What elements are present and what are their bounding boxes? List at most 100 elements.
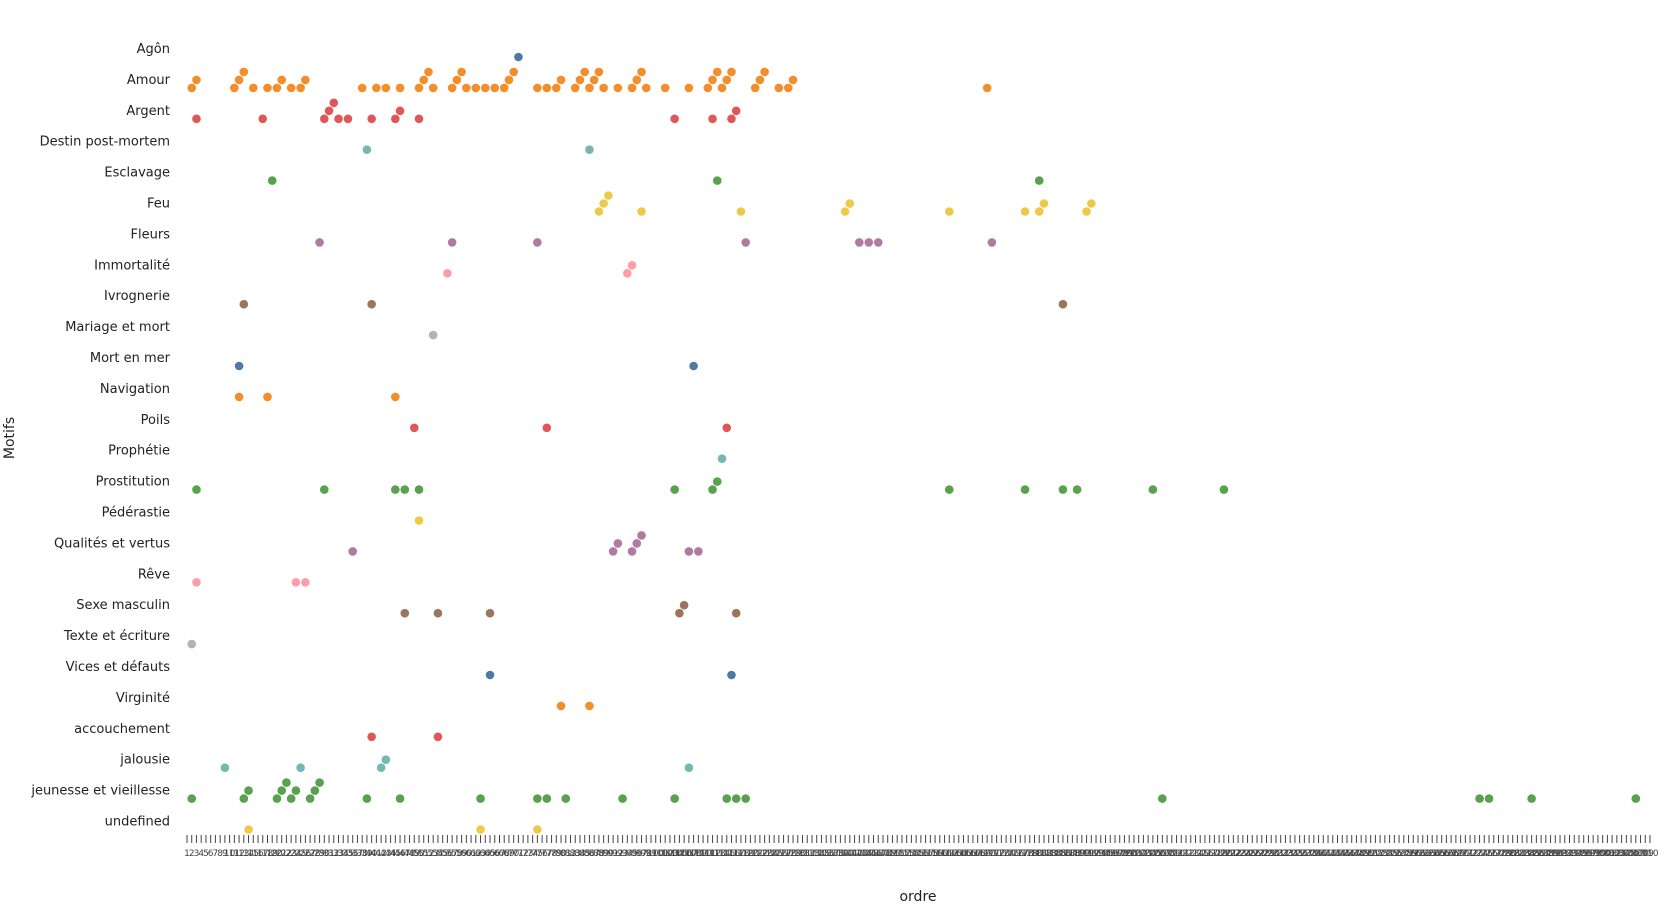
- x-tick-label: 226: [1244, 849, 1261, 859]
- x-tick-label: 209: [1163, 849, 1180, 859]
- x-tick-label: 115: [718, 849, 735, 859]
- x-tick-label: 165: [955, 849, 972, 859]
- x-tick-label: 152: [893, 849, 910, 859]
- data-point: [277, 786, 286, 795]
- x-tick-label: 20: [271, 849, 283, 859]
- category-label: Virginité: [116, 691, 170, 706]
- x-tick-label: 83: [570, 849, 581, 859]
- x-tick-label: 155: [908, 849, 925, 859]
- x-tick-label: 229: [1258, 849, 1275, 859]
- x-tick-label: 104: [666, 849, 683, 859]
- x-tick-label: 246: [1338, 849, 1355, 859]
- x-tick-label: 13: [238, 849, 249, 859]
- data-point: [443, 269, 452, 278]
- data-point: [722, 794, 732, 803]
- data-point: [783, 83, 793, 93]
- data-point: [618, 794, 627, 803]
- x-tick-label: 12: [233, 849, 244, 859]
- x-tick-label: 289: [1542, 849, 1559, 859]
- data-point: [187, 794, 197, 803]
- x-tick-label: 204: [1140, 849, 1157, 859]
- x-tick-label: 266: [1433, 849, 1450, 859]
- data-point: [296, 763, 305, 772]
- x-tick-label: 180: [1026, 849, 1043, 859]
- x-tick-label: 272: [1461, 849, 1478, 859]
- data-point: [329, 98, 339, 108]
- data-point: [428, 83, 438, 93]
- x-tick-label: 303: [1608, 849, 1625, 859]
- x-tick-label: 102: [657, 849, 674, 859]
- data-point: [855, 238, 864, 247]
- data-point: [282, 778, 291, 787]
- x-tick-label: 96: [631, 849, 643, 859]
- x-tick-label: 300: [1594, 849, 1611, 859]
- x-tick-label: 29: [314, 849, 326, 859]
- category-label: Esclavage: [104, 166, 170, 181]
- x-tick-label: 158: [922, 849, 939, 859]
- data-point: [234, 392, 244, 402]
- x-tick-label: 267: [1438, 849, 1455, 859]
- x-tick-label: 197: [1106, 849, 1123, 859]
- data-point: [712, 67, 722, 77]
- data-point: [400, 608, 410, 618]
- x-tick-label: 37: [352, 849, 363, 859]
- x-tick-label: 11: [229, 849, 240, 859]
- data-point: [708, 114, 717, 124]
- data-point: [533, 238, 542, 247]
- data-point: [788, 75, 798, 85]
- x-tick-label: 187: [1059, 849, 1076, 859]
- x-tick-label: 310: [1641, 849, 1658, 859]
- category-label: Agôn: [137, 42, 170, 57]
- x-tick-label: 116: [723, 849, 740, 859]
- x-tick-label: 199: [1116, 849, 1133, 859]
- x-tick-label: 143: [851, 849, 868, 859]
- x-tick-label: 230: [1263, 849, 1280, 859]
- x-tick-label: 149: [879, 849, 896, 859]
- x-tick-label: 193: [1087, 849, 1104, 859]
- x-tick-label: 309: [1637, 849, 1654, 859]
- data-point: [509, 67, 518, 77]
- data-point: [1087, 199, 1096, 208]
- x-tick-label: 308: [1632, 849, 1649, 859]
- category-label: Argent: [126, 104, 170, 119]
- data-point: [755, 75, 765, 85]
- x-tick-label: 48: [404, 849, 416, 859]
- x-tick-label: 34: [338, 849, 350, 859]
- x-tick-label: 9: [222, 849, 228, 859]
- data-point: [1039, 199, 1049, 208]
- data-point: [258, 114, 268, 124]
- x-tick-label: 135: [813, 849, 830, 859]
- y-axis-title: Motifs: [2, 417, 18, 459]
- x-tick-label: 57: [446, 849, 457, 859]
- data-point: [414, 83, 424, 93]
- x-tick-label: 260: [1405, 849, 1422, 859]
- data-point: [712, 477, 722, 486]
- x-tick-label: 194: [1092, 849, 1109, 859]
- x-tick-label: 31: [323, 849, 334, 859]
- x-tick-label: 35: [342, 849, 353, 859]
- x-tick-label: 100: [647, 849, 664, 859]
- data-point: [476, 825, 485, 834]
- data-point: [1148, 485, 1158, 494]
- x-tick-label: 270: [1452, 849, 1469, 859]
- x-tick-label: 69: [503, 849, 515, 859]
- x-tick-label: 14: [243, 849, 255, 859]
- x-tick-label: 178: [1016, 849, 1033, 859]
- x-tick-label: 278: [1490, 849, 1507, 859]
- data-point: [684, 547, 694, 556]
- data-point: [1072, 485, 1082, 494]
- category-label: Feu: [147, 197, 170, 212]
- x-tick-label: 255: [1381, 849, 1398, 859]
- x-tick-label: 182: [1035, 849, 1052, 859]
- data-point: [864, 238, 874, 247]
- data-points: [187, 52, 1641, 834]
- x-tick-label: 214: [1187, 849, 1204, 859]
- data-point: [447, 83, 457, 93]
- x-tick-label: 78: [546, 849, 558, 859]
- x-tick-label: 63: [475, 849, 486, 859]
- data-point: [1058, 485, 1068, 494]
- x-tick-label: 108: [685, 849, 702, 859]
- category-label: Qualités et vertus: [54, 536, 170, 551]
- x-tick-label: 233: [1277, 849, 1294, 859]
- data-point: [239, 299, 249, 309]
